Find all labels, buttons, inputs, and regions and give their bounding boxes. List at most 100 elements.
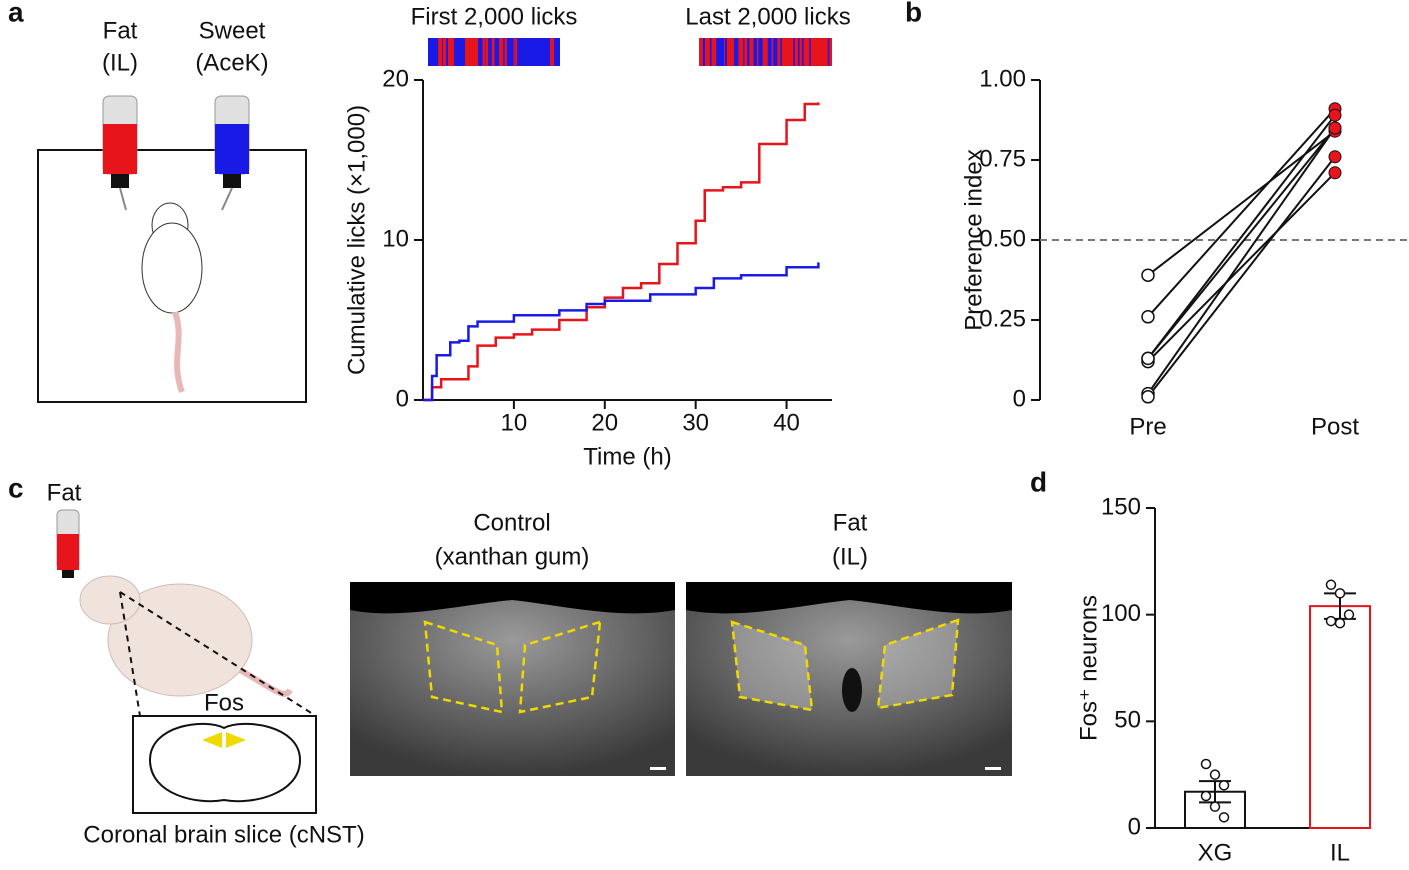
image-title: (IL) xyxy=(832,543,868,570)
raster-stripe xyxy=(513,38,515,66)
image-title: (xanthan gum) xyxy=(435,543,590,570)
pair-line xyxy=(1147,127,1336,360)
pair-line xyxy=(1147,156,1336,398)
bar xyxy=(1309,605,1371,830)
data-point xyxy=(1218,812,1230,823)
raster-stripe xyxy=(753,38,758,66)
raster-stripe xyxy=(802,38,804,66)
slice-outline xyxy=(148,722,302,803)
data-point xyxy=(1334,617,1346,629)
slice-label: Coronal brain slice (cNST) xyxy=(83,821,364,848)
x-tick-label: Post xyxy=(1311,413,1359,440)
post-point xyxy=(1328,108,1342,122)
pre-point xyxy=(1141,390,1155,404)
raster-stripe xyxy=(443,38,447,66)
raster-stripe xyxy=(500,38,504,66)
raster-stripe xyxy=(447,38,452,66)
data-point xyxy=(1325,579,1337,591)
bottle-label: Fat xyxy=(103,17,138,44)
raster-stripe xyxy=(492,38,495,66)
panel-label: d xyxy=(1030,466,1047,497)
micrograph xyxy=(686,582,1012,776)
stain-label: Fos xyxy=(204,689,244,716)
raster-title: First 2,000 licks xyxy=(411,3,578,30)
raster-stripe xyxy=(716,38,719,66)
x-tick-label: 20 xyxy=(591,409,618,436)
data-point xyxy=(1334,588,1346,599)
post-point xyxy=(1328,166,1342,180)
raster-stripe xyxy=(499,38,502,66)
x-tick-label: Pre xyxy=(1129,413,1166,440)
raster-stripe xyxy=(809,38,811,66)
data-point xyxy=(1325,615,1337,627)
raster-stripe xyxy=(827,38,830,66)
raster-stripe xyxy=(702,38,706,66)
bottle-label: (IL) xyxy=(102,49,138,76)
raster-stripe xyxy=(743,38,745,66)
data-point xyxy=(1218,780,1230,791)
raster-stripe xyxy=(758,38,762,66)
raster-stripe xyxy=(724,38,727,66)
x-tick-label: XG xyxy=(1198,839,1233,865)
raster-stripe xyxy=(450,38,455,66)
bottle-fat xyxy=(102,95,138,211)
raster-title: Last 2,000 licks xyxy=(685,3,850,30)
pair-line xyxy=(1147,108,1336,318)
pair-line xyxy=(1147,172,1336,363)
y-tick-label: 150 xyxy=(1101,493,1141,520)
bottle-label: Sweet xyxy=(199,17,266,44)
slice-box xyxy=(132,715,317,814)
raster-stripe xyxy=(718,38,722,66)
raster-stripe xyxy=(773,38,777,66)
raster-stripe xyxy=(464,38,469,66)
raster-stripe xyxy=(735,38,738,66)
y-tick-label: 100 xyxy=(1101,600,1141,627)
pre-point xyxy=(1141,268,1155,282)
zoom-lines xyxy=(119,591,317,717)
data-point xyxy=(1209,801,1221,812)
series-line xyxy=(423,102,820,402)
raster-stripe xyxy=(515,38,518,66)
lick-raster xyxy=(428,38,560,66)
pair-line xyxy=(1147,114,1336,360)
x-tick-label: 40 xyxy=(773,409,800,436)
y-tick-label: 0 xyxy=(396,385,409,412)
raster-stripe xyxy=(485,38,488,66)
bottle-label: Fat xyxy=(47,479,82,506)
raster-stripe xyxy=(482,38,486,66)
y-axis-label: Fos⁺ neurons xyxy=(1075,595,1102,741)
post-point xyxy=(1328,150,1342,164)
x-tick-label: 10 xyxy=(501,409,528,436)
panel-label: b xyxy=(905,0,922,27)
series-line xyxy=(423,262,820,402)
cage xyxy=(37,149,307,403)
rat-top xyxy=(141,202,203,394)
y-tick-label: 0.50 xyxy=(979,225,1026,252)
pair-line xyxy=(1147,127,1336,395)
raster-stripe xyxy=(468,38,478,66)
data-point xyxy=(1209,769,1221,780)
rat-side xyxy=(56,509,293,697)
bottle-sweet xyxy=(214,95,250,211)
image-title: Control xyxy=(473,509,550,536)
raster-stripe xyxy=(780,38,782,66)
x-tick-label: IL xyxy=(1330,839,1350,865)
raster-stripe xyxy=(797,38,800,66)
raster-stripe xyxy=(504,38,507,66)
y-tick-label: 50 xyxy=(1114,707,1141,734)
y-axis-label: Preference index xyxy=(960,149,987,330)
panel-label: a xyxy=(8,0,24,27)
micrograph xyxy=(350,582,675,776)
x-axis-label: Time (h) xyxy=(583,443,671,470)
x-tick-label: 30 xyxy=(682,409,709,436)
pre-point xyxy=(1141,351,1155,366)
raster-stripe xyxy=(438,38,443,66)
data-point xyxy=(1200,758,1212,770)
raster-stripe xyxy=(720,38,724,66)
raster-stripe xyxy=(747,38,750,66)
y-tick-label: 0.25 xyxy=(979,305,1026,332)
y-tick-label: 10 xyxy=(382,225,409,252)
image-title: Fat xyxy=(833,509,868,536)
pre-point xyxy=(1141,310,1155,324)
y-tick-label: 20 xyxy=(382,65,409,92)
